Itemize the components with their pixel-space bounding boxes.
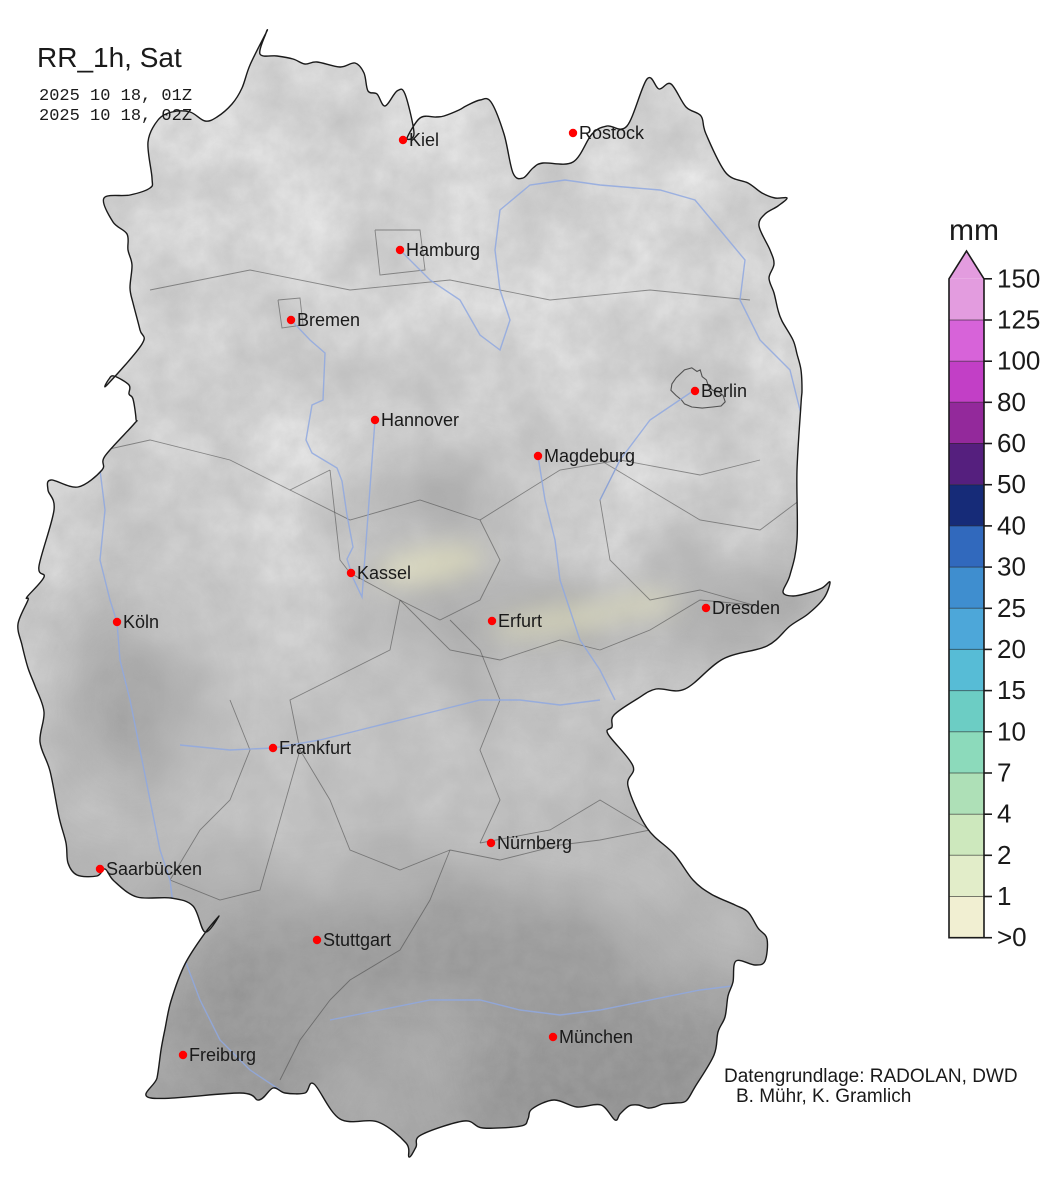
svg-text:München: München [559,1027,633,1047]
svg-text:Rostock: Rostock [579,123,645,143]
svg-text:Berlin: Berlin [701,381,747,401]
svg-text:Kiel: Kiel [409,130,439,150]
svg-text:10: 10 [997,716,1026,746]
svg-text:>0: >0 [997,922,1027,952]
svg-text:80: 80 [997,387,1026,417]
svg-text:Erfurt: Erfurt [498,611,542,631]
svg-text:Hamburg: Hamburg [406,240,480,260]
svg-text:Saarbücken: Saarbücken [106,859,202,879]
svg-text:20: 20 [997,634,1026,664]
svg-text:Bremen: Bremen [297,310,360,330]
svg-text:40: 40 [997,510,1026,540]
svg-text:Köln: Köln [123,612,159,632]
svg-text:15: 15 [997,675,1026,705]
svg-text:Nürnberg: Nürnberg [497,833,572,853]
svg-text:4: 4 [997,799,1011,829]
svg-text:mm: mm [949,214,999,247]
svg-text:Freiburg: Freiburg [189,1045,256,1065]
svg-text:7: 7 [997,758,1011,788]
svg-text:Kassel: Kassel [357,563,411,583]
svg-text:25: 25 [997,593,1026,623]
svg-text:30: 30 [997,552,1026,582]
svg-text:Frankfurt: Frankfurt [279,738,351,758]
svg-text:100: 100 [997,346,1040,376]
svg-text:2: 2 [997,840,1011,870]
svg-text:150: 150 [997,263,1040,293]
svg-text:50: 50 [997,469,1026,499]
svg-text:Dresden: Dresden [712,598,780,618]
svg-text:Stuttgart: Stuttgart [323,930,391,950]
svg-text:125: 125 [997,305,1040,335]
svg-text:60: 60 [997,428,1026,458]
svg-text:1: 1 [997,881,1011,911]
svg-text:Magdeburg: Magdeburg [544,446,635,466]
svg-text:Hannover: Hannover [381,410,459,430]
